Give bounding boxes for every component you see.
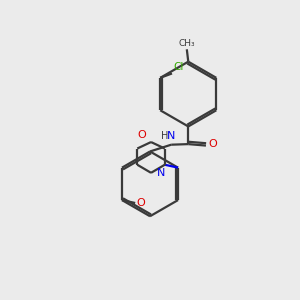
Text: O: O — [138, 130, 147, 140]
Text: O: O — [137, 198, 146, 208]
Text: N: N — [167, 131, 175, 141]
Text: CH₃: CH₃ — [178, 39, 195, 48]
Text: Cl: Cl — [173, 62, 184, 72]
Text: N: N — [157, 168, 166, 178]
Text: H: H — [161, 130, 168, 141]
Text: O: O — [208, 139, 217, 149]
